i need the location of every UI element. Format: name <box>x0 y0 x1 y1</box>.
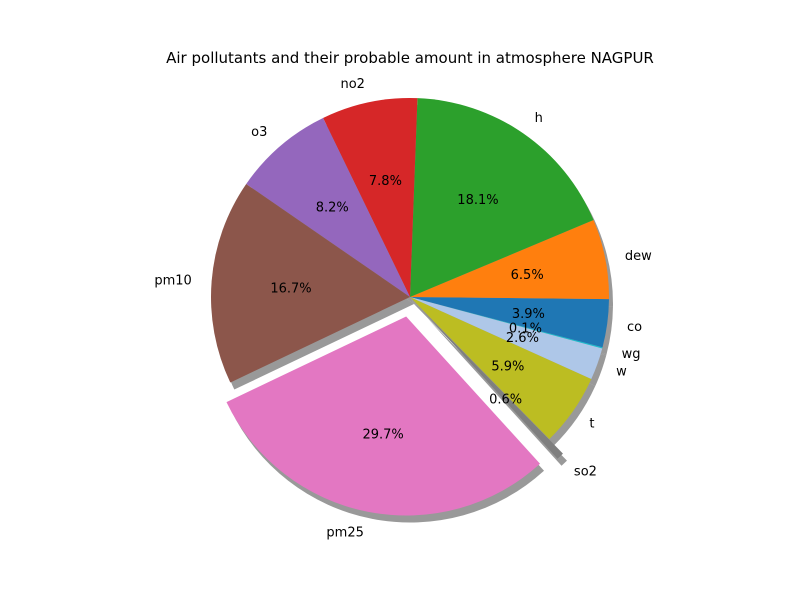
slice-pm10 <box>211 183 410 383</box>
slice-h <box>410 98 594 297</box>
slice-percent-h: 18.1% <box>457 193 498 208</box>
slice-label-t: t <box>589 416 594 431</box>
pie-percent-labels: 0.1%3.9% 6.5% 18.1% 7.8% 8.2% 16.7% 29.7% 0.6% 5… <box>270 174 545 443</box>
chart-title: Air pollutants and their probable amount… <box>166 49 654 67</box>
slice-percent-wg: 0.1% <box>509 322 542 337</box>
pie-slices <box>211 98 609 516</box>
slice-percent-dew: 6.5% <box>511 268 544 283</box>
slice-label-w: w <box>616 365 627 380</box>
slice-label-pm10: pm10 <box>154 274 191 289</box>
slice-t <box>410 297 592 440</box>
slice-so2 <box>423 311 563 459</box>
slice-no2 <box>323 98 418 297</box>
slice-label-co: co <box>627 320 642 335</box>
slice-dew <box>410 220 609 300</box>
slice-percent-t: 5.9% <box>491 359 524 374</box>
slice-label-pm25: pm25 <box>326 525 363 540</box>
slice-pm25 <box>226 316 541 516</box>
slice-percent-no2: 7.8% <box>369 174 402 189</box>
slice-co <box>410 297 609 348</box>
slice-label-dew: dew <box>625 249 652 264</box>
slice-percent-co: 3.9% <box>512 307 545 322</box>
slice-label-h: h <box>535 111 543 126</box>
slice-label-wg: wg <box>622 347 641 362</box>
slice-label-no2: no2 <box>340 77 364 92</box>
slice-percent-o3: 8.2% <box>316 200 349 215</box>
slice-label-so2: so2 <box>574 465 597 480</box>
slice-label-o3: o3 <box>251 125 267 140</box>
pie-labels: wg co dew h no2 o3 pm10 pm25 so2 t w <box>154 77 652 541</box>
slice-o3 <box>246 118 410 297</box>
slice-percent-pm25: 29.7% <box>362 428 403 443</box>
slice-w <box>410 297 603 380</box>
slice-percent-pm10: 16.7% <box>270 281 311 296</box>
slice-wg <box>410 297 603 349</box>
slice-percent-w: 2.6% <box>506 331 539 346</box>
slice-percent-so2: 0.6% <box>489 392 522 407</box>
